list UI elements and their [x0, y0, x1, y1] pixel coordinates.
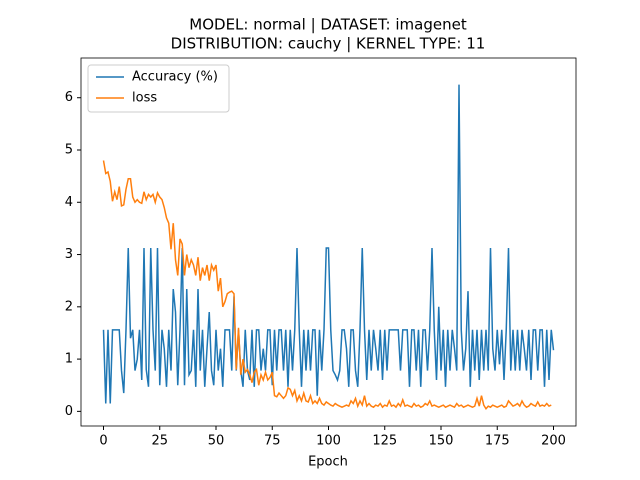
- line: [102, 84, 555, 404]
- y-tick-label: 5: [65, 143, 73, 158]
- x-tick-label: 0: [99, 434, 107, 449]
- x-tick-label: 50: [208, 434, 225, 449]
- x-tick-label: 25: [151, 434, 168, 449]
- y-tick-label: 4: [65, 195, 73, 210]
- y-tick-label: 2: [65, 299, 73, 314]
- y-tick-label: 0: [65, 404, 73, 419]
- y-tick-label: 6: [65, 90, 73, 105]
- x-tick-label: 150: [429, 434, 454, 449]
- chart-title: DISTRIBUTION: cauchy | KERNEL TYPE: 11: [171, 35, 486, 53]
- chart-title: MODEL: normal | DATASET: imagenet: [189, 16, 467, 34]
- x-tick-label: 75: [264, 434, 281, 449]
- legend-label: Accuracy (%): [132, 70, 218, 85]
- x-axis-label: Epoch: [308, 455, 348, 470]
- y-tick-label: 3: [65, 247, 73, 262]
- x-tick-label: 125: [372, 434, 397, 449]
- legend-label: loss: [132, 91, 157, 106]
- x-tick-label: 200: [541, 434, 566, 449]
- y-tick-label: 1: [65, 352, 73, 367]
- plot-frame: [80, 57, 577, 427]
- x-tick-label: 175: [485, 434, 510, 449]
- line: [102, 160, 552, 411]
- x-tick-label: 100: [316, 434, 341, 449]
